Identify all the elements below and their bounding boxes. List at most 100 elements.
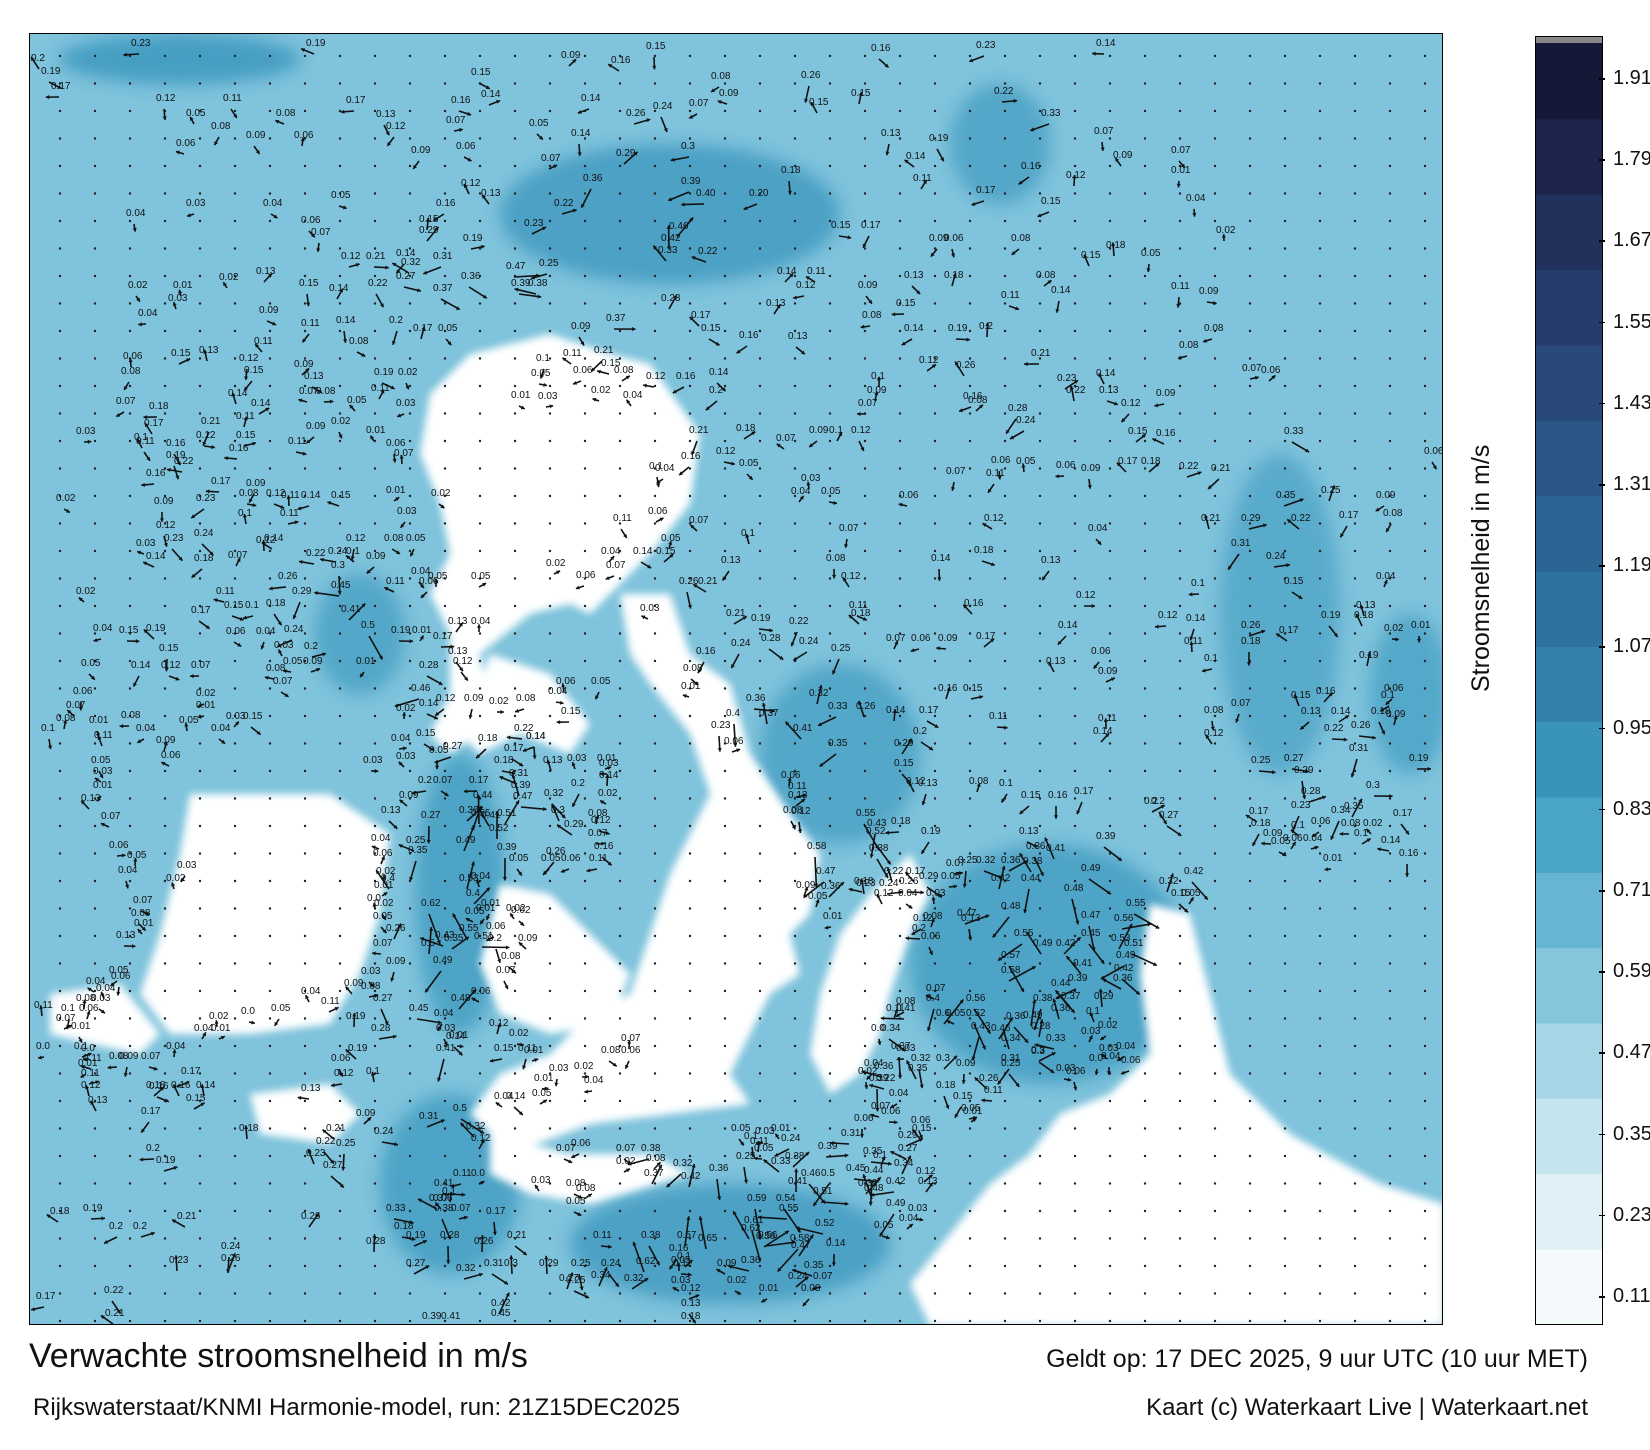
current-arrow — [763, 1230, 790, 1248]
current-arrowhead — [934, 724, 939, 728]
current-arrowhead — [771, 708, 776, 713]
current-arrowhead — [468, 714, 473, 719]
current-arrowhead — [426, 839, 431, 844]
current-arrowhead — [717, 1196, 722, 1200]
speed-label: 0.11 — [321, 996, 340, 1007]
current-arrowhead — [390, 385, 395, 390]
current-arrowhead — [460, 1122, 465, 1127]
speed-label: 0.03 — [531, 1175, 551, 1186]
current-arrowhead — [946, 1020, 951, 1024]
current-arrowhead — [787, 777, 792, 782]
current-arrowhead — [610, 556, 615, 561]
speed-label: 0.01 — [511, 390, 531, 401]
current-arrow — [792, 1151, 810, 1168]
colorbar-tick — [1599, 646, 1605, 648]
current-arrowhead — [339, 288, 343, 293]
current-arrowhead — [959, 408, 963, 413]
speed-label: 0.23 — [196, 493, 216, 504]
current-arrowhead — [1105, 733, 1110, 738]
current-arrowhead — [894, 640, 899, 645]
speed-label: 0.24 — [1266, 551, 1286, 562]
speed-label: 0.18 — [681, 1311, 701, 1322]
speed-label: 0.33 — [1046, 1033, 1066, 1044]
speed-label: 0.06 — [471, 986, 491, 997]
current-arrowhead — [790, 642, 795, 647]
speed-label: 0.06 — [899, 490, 919, 501]
current-arrowhead — [633, 151, 638, 156]
speed-label: 0.29 — [539, 1258, 559, 1269]
current-arrowhead — [953, 884, 958, 889]
speed-label: 0.17 — [1339, 510, 1359, 521]
current-arrowhead — [1067, 1077, 1072, 1082]
current-arrowhead — [608, 64, 613, 68]
speed-label: 0.42 — [1056, 938, 1076, 949]
speed-label: 0.09 — [386, 956, 406, 967]
grid-points — [58, 54, 1427, 1323]
current-arrowhead — [898, 1074, 903, 1079]
current-arrowhead — [1002, 1029, 1007, 1034]
speed-label: 0.21 — [326, 1123, 346, 1134]
current-arrowhead — [463, 1215, 468, 1220]
current-arrowhead — [556, 720, 561, 725]
map-panel[interactable]: 0.23 0.19 0.16 0.15 0.23 0.14 0.15 0.09 0.16 0.08… — [29, 33, 1443, 1325]
current-arrowhead — [211, 444, 215, 450]
current-arrowhead — [971, 1056, 976, 1061]
speed-label: 0.37 — [429, 1193, 449, 1204]
current-arrowhead — [531, 275, 535, 280]
current-arrowhead — [1083, 254, 1088, 259]
current-arrowhead — [885, 830, 890, 835]
current-arrowhead — [392, 1034, 397, 1039]
speed-label: 0.06 — [1091, 646, 1111, 657]
current-arrowhead — [870, 1192, 875, 1197]
current-arrowhead — [848, 615, 853, 619]
current-arrowhead — [144, 422, 149, 427]
speed-label: 0.06 — [456, 141, 476, 152]
speed-label: 0.3 — [331, 560, 345, 571]
current-arrowhead — [591, 367, 596, 372]
current-arrowhead — [740, 1141, 744, 1146]
current-arrow — [681, 203, 705, 206]
current-arrowhead — [1034, 1043, 1039, 1048]
speed-label: 0.48 — [1001, 901, 1021, 912]
current-arrowhead — [715, 341, 720, 346]
current-arrowhead — [509, 1255, 514, 1259]
current-arrowhead — [417, 288, 421, 293]
speed-label: 0.17 — [413, 323, 433, 334]
current-arrowhead — [784, 1230, 789, 1235]
speed-label: 0.01 — [524, 1045, 544, 1056]
current-arrowhead — [446, 1260, 451, 1264]
speed-label: 0.17 — [906, 866, 926, 877]
speed-label: 0.11 — [254, 336, 273, 347]
current-arrowhead — [482, 194, 486, 199]
speed-label: 0.37 — [606, 313, 626, 324]
current-arrowhead — [885, 151, 890, 156]
current-arrowhead — [139, 1157, 144, 1162]
current-arrowhead — [1271, 770, 1276, 775]
current-arrowhead — [1048, 661, 1053, 666]
current-arrowhead — [997, 475, 1002, 480]
current-arrowhead — [405, 385, 410, 390]
current-arrowhead — [342, 339, 348, 343]
speed-label: 0.01 — [481, 898, 501, 909]
speed-label: 0.17 — [1393, 808, 1413, 819]
current-arrowhead — [255, 343, 259, 348]
speed-label: 0.36 — [1006, 1011, 1026, 1022]
current-arrowhead — [864, 1085, 869, 1089]
current-arrowhead — [197, 703, 202, 708]
current-arrowhead — [905, 936, 910, 941]
current-arrow — [513, 274, 540, 278]
speed-label: 0.15 — [1284, 576, 1304, 587]
colorbar-tick-label: 0.95 — [1613, 716, 1650, 739]
current-arrow — [314, 591, 340, 597]
current-arrow — [1033, 856, 1045, 877]
current-arrowhead — [322, 652, 326, 657]
speed-label: 0.08 — [266, 663, 286, 674]
speed-label: 0.34 — [894, 1158, 914, 1169]
speed-label: 0.03 — [363, 755, 383, 766]
current-arrow — [870, 1191, 895, 1197]
speed-label: 0.16 — [1156, 428, 1176, 439]
current-arrowhead — [802, 1302, 807, 1307]
current-arrowhead — [435, 711, 440, 716]
speed-label: 0.05 — [465, 906, 485, 917]
current-arrow — [880, 1017, 905, 1020]
